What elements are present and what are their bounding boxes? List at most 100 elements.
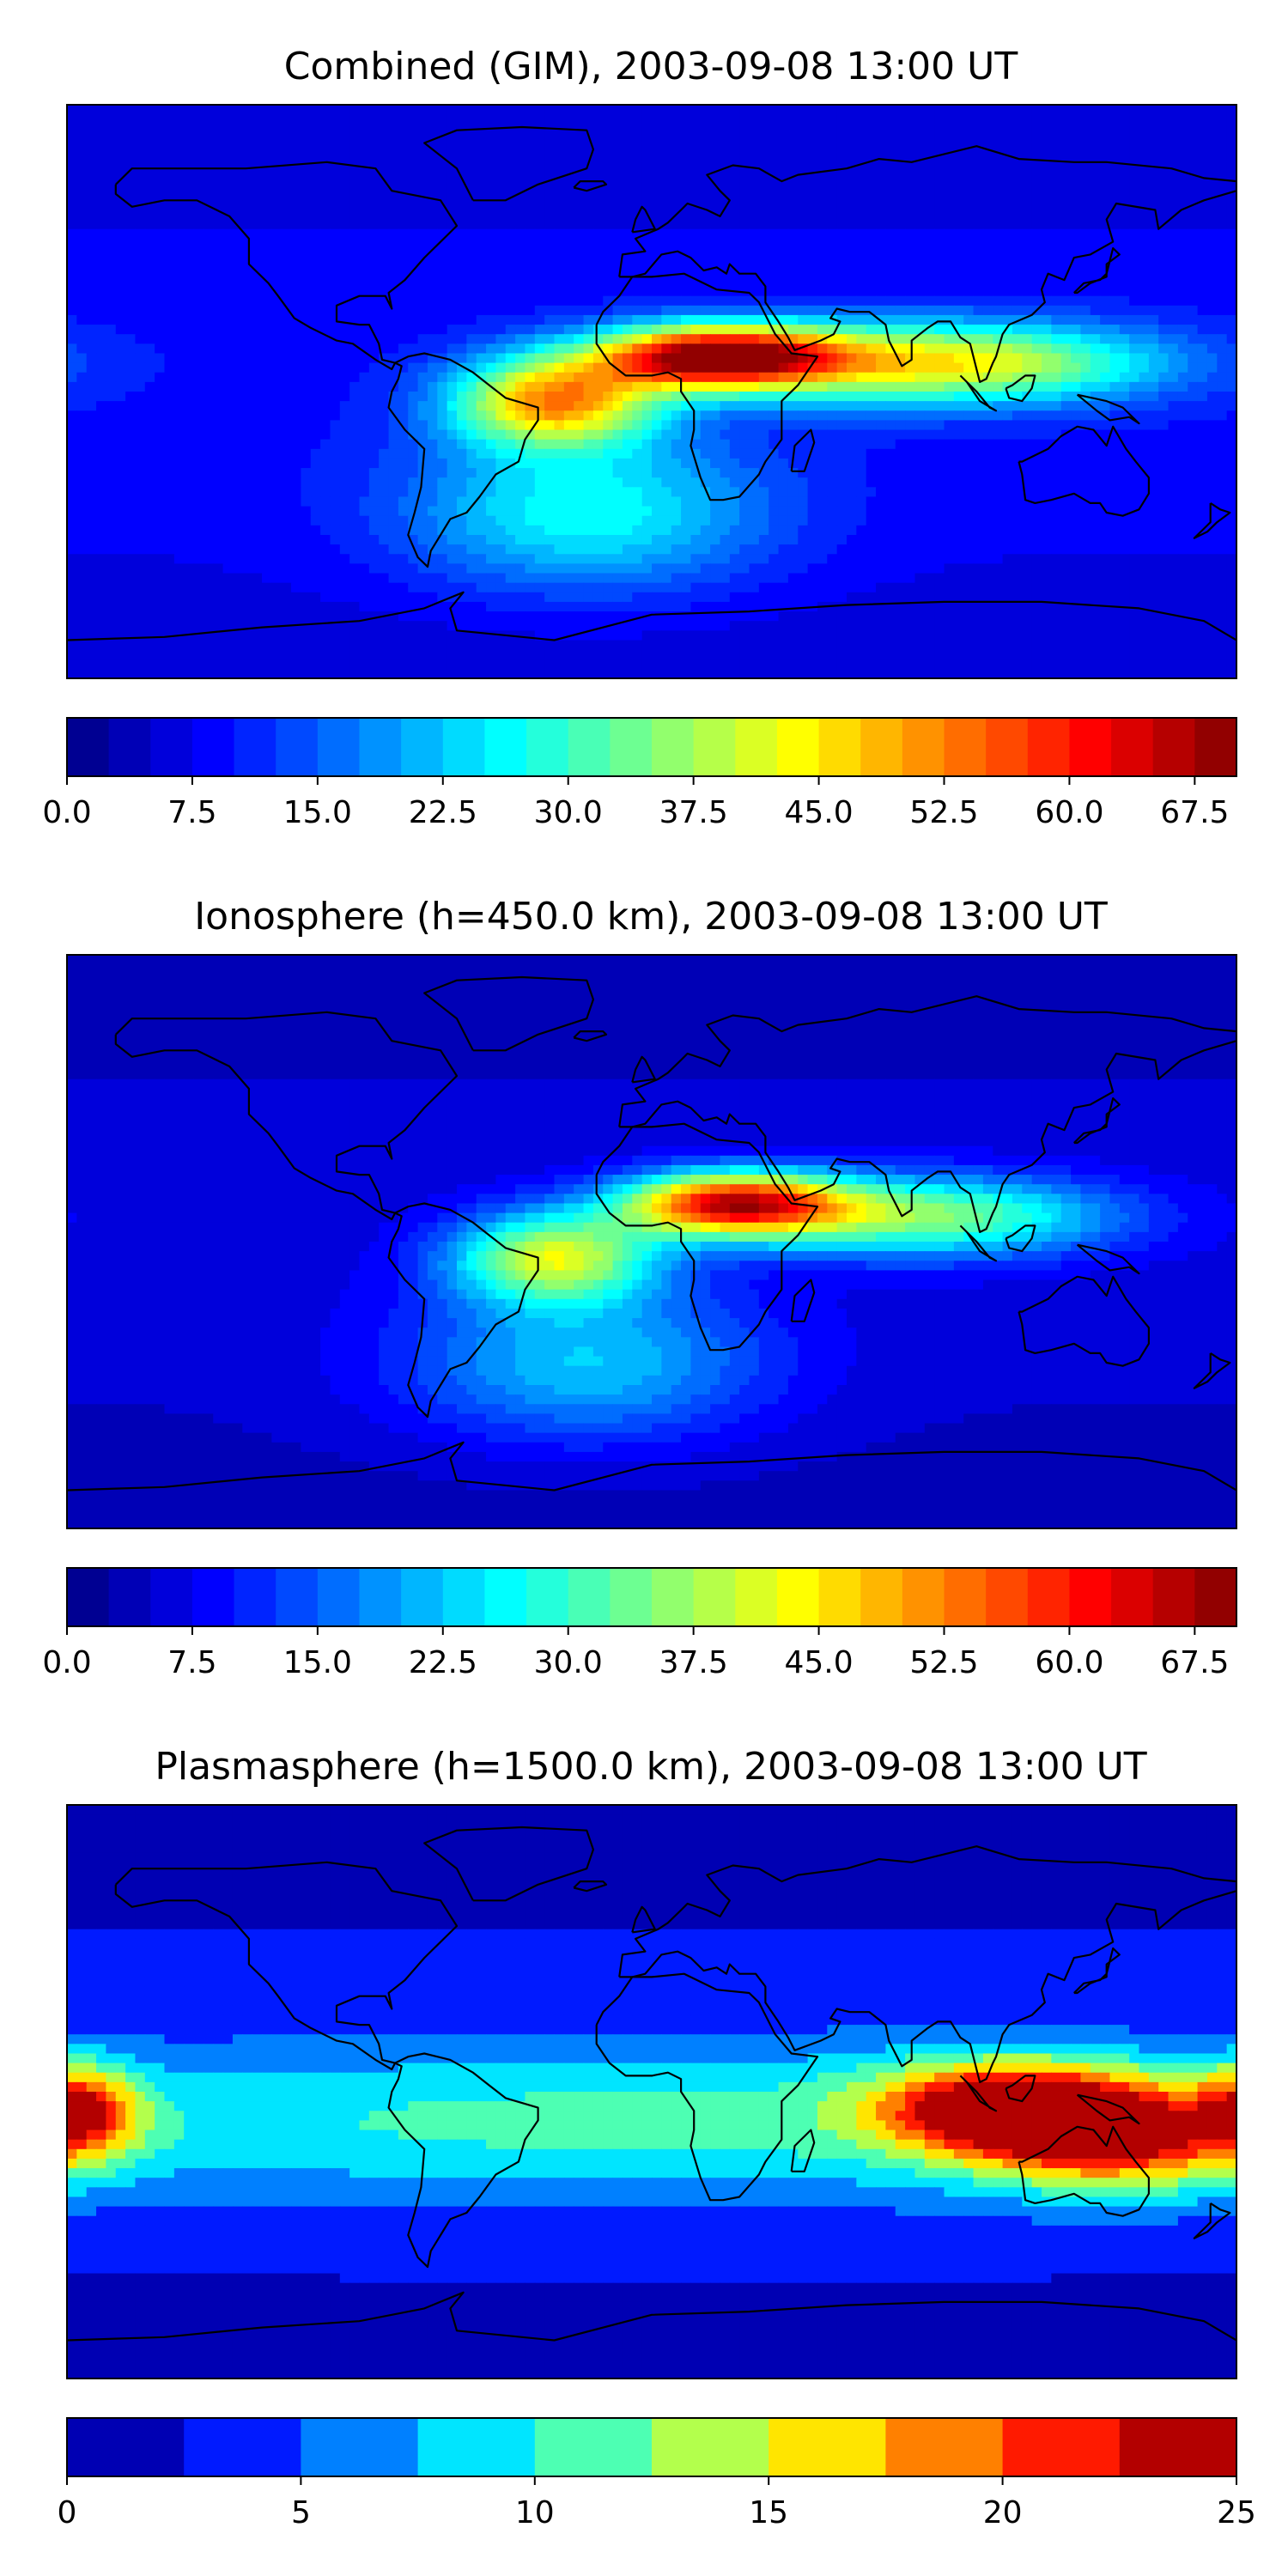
colorbar-segment-ionosphere-27: [1194, 1568, 1237, 1626]
coastline-gim-14: [1193, 501, 1231, 539]
colorbar-segment-ionosphere-7: [359, 1568, 402, 1626]
colorbar-segment-ionosphere-19: [860, 1568, 903, 1626]
colorbar-segment-ionosphere-14: [652, 1568, 695, 1626]
colorbar-segment-ionosphere-17: [776, 1568, 820, 1626]
colorbar-segment-ionosphere-6: [317, 1568, 360, 1626]
colorbar-segment-ionosphere-13: [610, 1568, 653, 1626]
colorbar-tick-label-ionosphere-0: 0.0: [42, 1645, 91, 1680]
coastline-plasmasphere-4: [1018, 2125, 1151, 2217]
coastline-plasmasphere-11: [1005, 2075, 1036, 2103]
colorbar-plasmasphere: [66, 2417, 1237, 2477]
colorbar-tick-label-gim-0: 0.0: [42, 795, 91, 830]
colorbar-segment-gim-21: [944, 718, 987, 776]
colorbar-segment-gim-2: [150, 718, 193, 776]
map-frame-gim: [66, 104, 1237, 679]
colorbar-segment-gim-17: [776, 718, 820, 776]
colorbar-segment-plasmasphere-2: [301, 2418, 419, 2476]
coastline-ionosphere-10: [959, 1224, 998, 1262]
colorbar-segment-ionosphere-2: [150, 1568, 193, 1626]
coastline-plasmasphere-7: [631, 1905, 656, 1934]
colorbar-frame-plasmasphere: [66, 2417, 1237, 2477]
colorbar-segment-ionosphere-22: [986, 1568, 1029, 1626]
colorbar-tick-label-ionosphere-6: 45.0: [784, 1645, 853, 1680]
colorbar-tick-label-gim-6: 45.0: [784, 795, 853, 830]
coastline-gim-0: [114, 161, 459, 371]
colorbar-segment-gim-1: [108, 718, 151, 776]
coastline-ionosphere-9: [790, 1279, 816, 1322]
colorbar-segment-plasmasphere-7: [885, 2418, 1004, 2476]
colorbar-segment-ionosphere-10: [484, 1568, 527, 1626]
colorbar-segment-gim-3: [191, 718, 235, 776]
colorbar-segment-gim-25: [1111, 718, 1154, 776]
colorbar-tick-label-ionosphere-7: 52.5: [909, 1645, 978, 1680]
coastline-gim-1: [387, 352, 539, 568]
coastline-ionosphere-7: [631, 1055, 656, 1084]
colorbar-tick-label-plasmasphere-4: 20: [983, 2495, 1023, 2530]
coastline-plasmasphere-6: [423, 1826, 595, 1902]
colorbar-segment-ionosphere-26: [1152, 1568, 1195, 1626]
colorbar-segment-plasmasphere-8: [1002, 2418, 1121, 2476]
coastline-gim-11: [1005, 374, 1036, 403]
colorbar-segment-ionosphere-21: [944, 1568, 987, 1626]
colorbar-ionosphere: [66, 1567, 1237, 1627]
colorbar-segment-ionosphere-18: [818, 1568, 861, 1626]
coastline-gim-3: [618, 145, 1236, 383]
coastline-gim-13: [573, 180, 608, 192]
colorbar-tick-label-plasmasphere-0: 0: [58, 2495, 77, 2530]
colorbar-frame-gim: [66, 717, 1237, 777]
coastline-plasmasphere-8: [1073, 1947, 1121, 1995]
colorbar-tick-label-gim-3: 22.5: [409, 795, 477, 830]
colorbar-frame-ionosphere: [66, 1567, 1237, 1627]
coastline-gim-5: [67, 591, 1236, 641]
panel-title-ionosphere: Ionosphere (h=450.0 km), 2003-09-08 13:0…: [67, 895, 1235, 939]
coastline-plasmasphere-1: [387, 2052, 539, 2269]
coastline-ionosphere-2: [595, 1122, 819, 1352]
colorbar-tick-label-gim-4: 30.0: [534, 795, 603, 830]
coastline-ionosphere-8: [1073, 1097, 1121, 1145]
colorbar-tick-label-ionosphere-4: 30.0: [534, 1645, 603, 1680]
heatmap-gim: [67, 105, 1236, 678]
heatmap-ionosphere: [67, 955, 1236, 1528]
coastline-gim-2: [595, 272, 819, 501]
coastline-gim-7: [631, 205, 656, 234]
colorbar-segment-gim-6: [317, 718, 360, 776]
coastline-gim-6: [423, 125, 595, 202]
colorbar-segment-gim-4: [234, 718, 276, 776]
colorbar-tick-label-ionosphere-2: 15.0: [283, 1645, 352, 1680]
colorbar-segment-ionosphere-15: [693, 1568, 736, 1626]
colorbar-segment-gim-8: [401, 718, 444, 776]
colorbar-segment-ionosphere-16: [735, 1568, 778, 1626]
colorbar-tick-label-gim-2: 15.0: [283, 795, 352, 830]
colorbar-tick-label-gim-5: 37.5: [659, 795, 728, 830]
colorbar-segment-gim-0: [67, 718, 110, 776]
coastline-gim-9: [790, 428, 816, 472]
map-frame-ionosphere: [66, 954, 1237, 1529]
colorbar-tick-label-plasmasphere-2: 10: [515, 2495, 555, 2530]
colorbar-segment-gim-5: [276, 718, 319, 776]
map-frame-plasmasphere: [66, 1804, 1237, 2379]
panel-title-gim: Combined (GIM), 2003-09-08 13:00 UT: [67, 45, 1235, 88]
colorbar-segment-ionosphere-3: [191, 1568, 235, 1626]
colorbar-segment-ionosphere-23: [1027, 1568, 1070, 1626]
coastline-plasmasphere-3: [618, 1845, 1236, 2083]
colorbar-segment-gim-26: [1152, 718, 1195, 776]
colorbar-segment-gim-23: [1027, 718, 1070, 776]
coastline-plasmasphere-5: [67, 2291, 1236, 2342]
colorbar-segment-plasmasphere-0: [67, 2418, 185, 2476]
colorbar-tick-label-gim-7: 52.5: [909, 795, 978, 830]
colorbar-segment-plasmasphere-6: [769, 2418, 886, 2476]
colorbar-segment-ionosphere-8: [401, 1568, 444, 1626]
colorbar-segment-ionosphere-11: [526, 1568, 569, 1626]
colorbar-segment-gim-12: [568, 718, 611, 776]
coastlines-ionosphere: [67, 975, 1236, 1492]
colorbar-tick-label-ionosphere-9: 67.5: [1160, 1645, 1229, 1680]
coastlines-gim: [67, 125, 1236, 641]
coastline-gim-10: [959, 374, 998, 412]
coastline-plasmasphere-13: [573, 1880, 608, 1893]
colorbar-segment-plasmasphere-9: [1119, 2418, 1237, 2476]
coastlines-plasmasphere: [67, 1826, 1236, 2342]
coastline-plasmasphere-2: [595, 1972, 819, 2202]
colorbar-segment-gim-13: [610, 718, 653, 776]
colorbar-segment-gim-14: [652, 718, 695, 776]
